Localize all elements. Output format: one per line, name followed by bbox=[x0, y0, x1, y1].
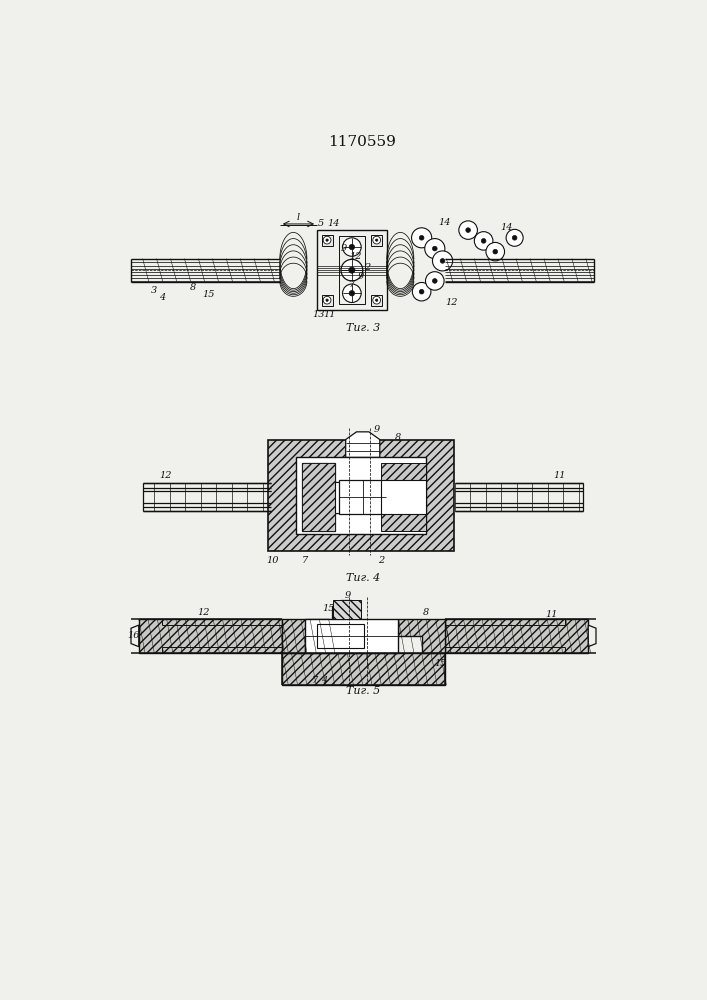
Text: 8: 8 bbox=[422, 608, 428, 617]
Text: 14: 14 bbox=[327, 219, 339, 228]
Circle shape bbox=[375, 299, 378, 301]
Circle shape bbox=[326, 299, 328, 301]
Circle shape bbox=[373, 236, 380, 244]
Polygon shape bbox=[332, 600, 361, 619]
Bar bbox=[282, 653, 445, 685]
Bar bbox=[322, 295, 332, 306]
Text: 14: 14 bbox=[501, 223, 513, 232]
Text: 9: 9 bbox=[373, 425, 380, 434]
Bar bbox=[371, 295, 382, 306]
Bar bbox=[317, 624, 363, 648]
Bar bbox=[268, 440, 454, 551]
Text: 9: 9 bbox=[345, 591, 351, 600]
Text: 7: 7 bbox=[303, 556, 308, 565]
Text: 8: 8 bbox=[190, 283, 196, 292]
Text: 16: 16 bbox=[127, 631, 139, 640]
Bar bbox=[332, 600, 361, 619]
Bar bbox=[335, 482, 352, 513]
Circle shape bbox=[433, 251, 452, 271]
Text: 9: 9 bbox=[358, 272, 364, 281]
Text: 4: 4 bbox=[159, 293, 165, 302]
Circle shape bbox=[426, 272, 444, 290]
Text: 15: 15 bbox=[202, 290, 215, 299]
Circle shape bbox=[481, 239, 486, 243]
Circle shape bbox=[474, 232, 493, 250]
Text: 2: 2 bbox=[364, 263, 370, 272]
Text: 12: 12 bbox=[160, 471, 172, 480]
Text: 12: 12 bbox=[349, 252, 362, 261]
Text: 5: 5 bbox=[317, 219, 324, 228]
Bar bbox=[305, 619, 398, 653]
Circle shape bbox=[343, 238, 361, 256]
Circle shape bbox=[349, 291, 355, 296]
Text: 8: 8 bbox=[395, 433, 401, 442]
Circle shape bbox=[513, 235, 517, 240]
Text: 12: 12 bbox=[445, 298, 457, 307]
Text: Τиг. 5: Τиг. 5 bbox=[346, 686, 380, 696]
Circle shape bbox=[323, 236, 331, 244]
Circle shape bbox=[493, 249, 498, 254]
Text: 11: 11 bbox=[554, 471, 566, 480]
Text: 7: 7 bbox=[312, 676, 318, 685]
Text: 13: 13 bbox=[312, 310, 325, 319]
Circle shape bbox=[466, 228, 470, 232]
Circle shape bbox=[419, 235, 424, 240]
Circle shape bbox=[411, 228, 432, 248]
Polygon shape bbox=[303, 463, 352, 531]
Text: 3: 3 bbox=[151, 286, 158, 295]
Text: 1170559: 1170559 bbox=[328, 135, 397, 149]
Bar bbox=[339, 480, 386, 514]
Circle shape bbox=[440, 259, 445, 263]
Text: l: l bbox=[297, 213, 300, 222]
Text: 9: 9 bbox=[341, 244, 347, 253]
Circle shape bbox=[349, 267, 355, 273]
Bar bbox=[339, 236, 365, 304]
Circle shape bbox=[323, 296, 331, 304]
Circle shape bbox=[326, 239, 328, 241]
Circle shape bbox=[375, 239, 378, 241]
Bar bbox=[322, 235, 332, 246]
Circle shape bbox=[459, 221, 477, 239]
Polygon shape bbox=[588, 625, 596, 647]
Text: 7: 7 bbox=[349, 280, 355, 289]
Circle shape bbox=[486, 242, 505, 261]
Circle shape bbox=[412, 282, 431, 301]
Text: 10: 10 bbox=[267, 556, 279, 565]
Polygon shape bbox=[131, 625, 139, 647]
Circle shape bbox=[341, 259, 363, 281]
Bar bbox=[381, 463, 426, 531]
Circle shape bbox=[419, 289, 424, 294]
Text: 2: 2 bbox=[378, 556, 385, 565]
Circle shape bbox=[506, 229, 523, 246]
Text: 15: 15 bbox=[435, 659, 448, 668]
Bar bbox=[445, 619, 588, 653]
Circle shape bbox=[373, 296, 380, 304]
Bar bbox=[381, 480, 426, 514]
Text: 12: 12 bbox=[197, 608, 209, 617]
Polygon shape bbox=[282, 619, 329, 653]
Bar bbox=[139, 619, 282, 653]
Bar bbox=[303, 463, 335, 531]
Text: 4: 4 bbox=[321, 676, 327, 685]
Polygon shape bbox=[398, 619, 445, 653]
Polygon shape bbox=[346, 432, 380, 457]
Bar bbox=[317, 230, 387, 310]
Text: Τиг. 4: Τиг. 4 bbox=[346, 573, 380, 583]
Text: 11: 11 bbox=[546, 610, 558, 619]
Circle shape bbox=[349, 244, 355, 250]
Circle shape bbox=[433, 246, 437, 251]
Text: 15: 15 bbox=[322, 604, 335, 613]
Circle shape bbox=[425, 239, 445, 259]
Circle shape bbox=[343, 284, 361, 302]
Text: 14: 14 bbox=[438, 218, 451, 227]
Circle shape bbox=[433, 279, 437, 283]
Text: Τиг. 3: Τиг. 3 bbox=[346, 323, 380, 333]
Bar bbox=[371, 235, 382, 246]
Text: 11: 11 bbox=[323, 310, 336, 319]
Bar bbox=[296, 457, 426, 534]
